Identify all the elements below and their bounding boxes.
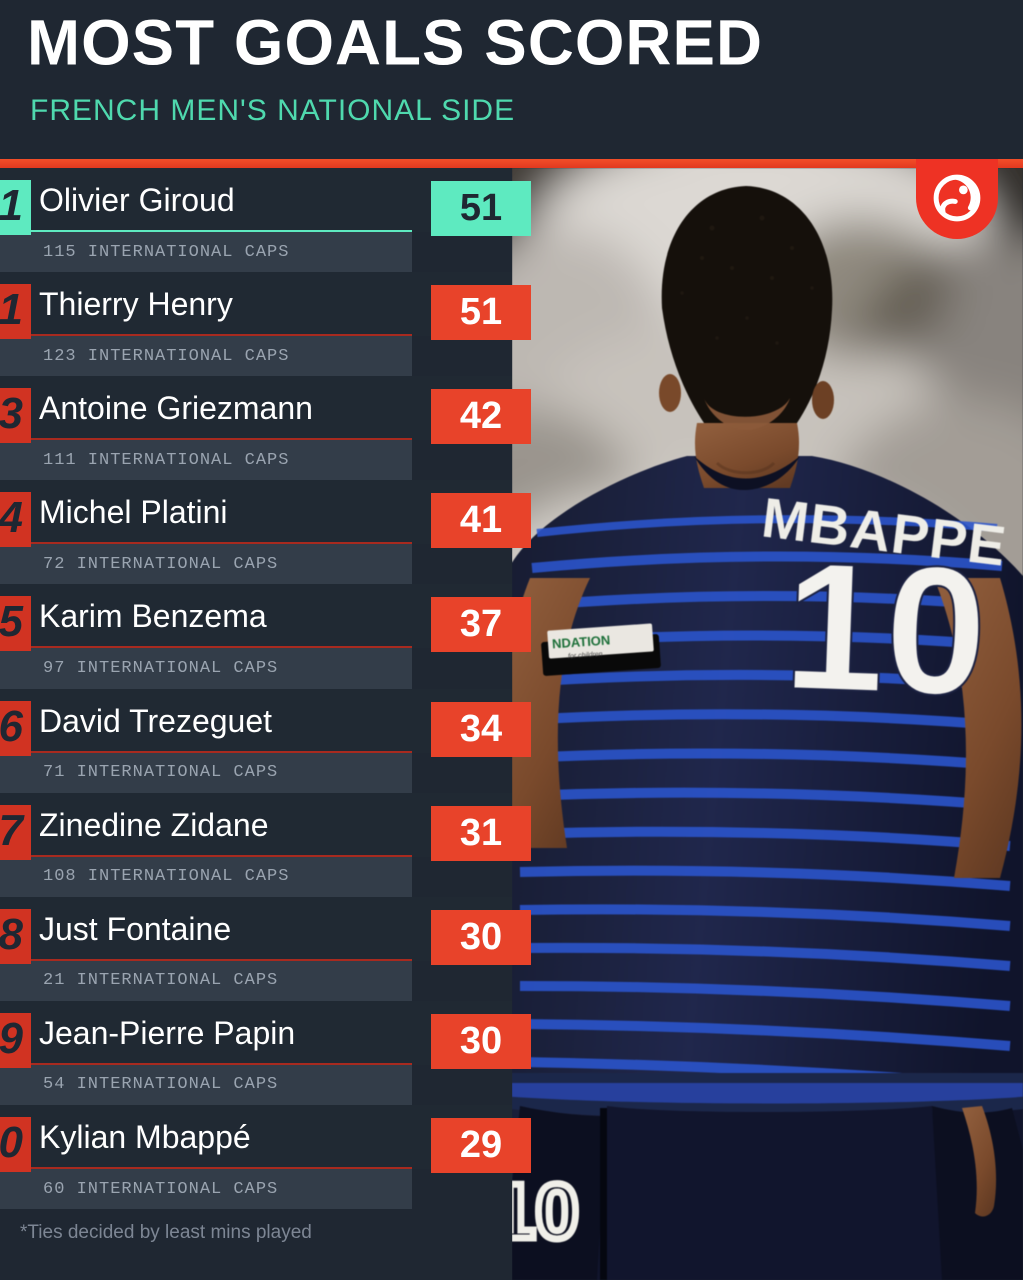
svg-text:10: 10 bbox=[512, 1167, 579, 1255]
svg-text:10: 10 bbox=[781, 523, 990, 734]
